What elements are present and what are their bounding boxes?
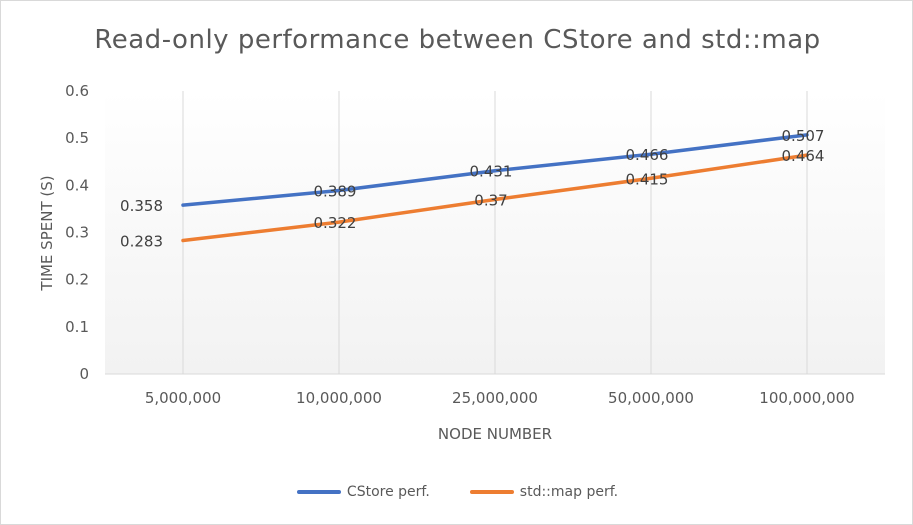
data-label: 0.431 bbox=[470, 163, 513, 181]
x-axis-title: NODE NUMBER bbox=[438, 425, 552, 443]
data-label: 0.415 bbox=[626, 170, 669, 188]
y-tick-label: 0.3 bbox=[65, 224, 89, 242]
data-label: 0.389 bbox=[314, 183, 357, 201]
series-line-stdmap bbox=[181, 153, 809, 243]
legend-swatch-cstore bbox=[296, 490, 341, 494]
x-tick-label: 5,000,000 bbox=[145, 389, 221, 407]
data-label: 0.464 bbox=[782, 147, 825, 165]
y-axis-title: TIME SPENT (S) bbox=[38, 175, 56, 291]
chart-title: Read-only performance between CStore and… bbox=[94, 25, 821, 55]
x-tick-label: 10,000,000 bbox=[296, 389, 382, 407]
x-tick-label: 25,000,000 bbox=[452, 389, 538, 407]
data-label: 0.466 bbox=[626, 146, 669, 164]
y-tick-label: 0.6 bbox=[65, 82, 89, 100]
x-tick-label: 100,000,000 bbox=[759, 389, 854, 407]
y-tick-label: 0.2 bbox=[65, 271, 89, 289]
legend: CStore perf. std::map perf. bbox=[1, 484, 912, 500]
data-label: 0.507 bbox=[782, 127, 825, 145]
series-line-cstore bbox=[181, 133, 809, 207]
data-label: 0.37 bbox=[474, 191, 507, 209]
legend-item-stdmap: std::map perf. bbox=[469, 484, 619, 500]
data-label: 0.322 bbox=[314, 214, 357, 232]
y-tick-label: 0 bbox=[79, 365, 89, 383]
x-tick-label: 50,000,000 bbox=[608, 389, 694, 407]
y-tick-label: 0.1 bbox=[65, 318, 89, 336]
y-tick-label: 0.5 bbox=[65, 129, 89, 147]
legend-item-cstore: CStore perf. bbox=[296, 484, 430, 500]
legend-label-stdmap: std::map perf. bbox=[519, 484, 619, 500]
data-label: 0.358 bbox=[120, 197, 163, 215]
data-label: 0.283 bbox=[120, 233, 163, 251]
legend-label-cstore: CStore perf. bbox=[346, 484, 430, 500]
y-tick-label: 0.4 bbox=[65, 176, 89, 194]
legend-swatch-stdmap bbox=[469, 490, 514, 494]
